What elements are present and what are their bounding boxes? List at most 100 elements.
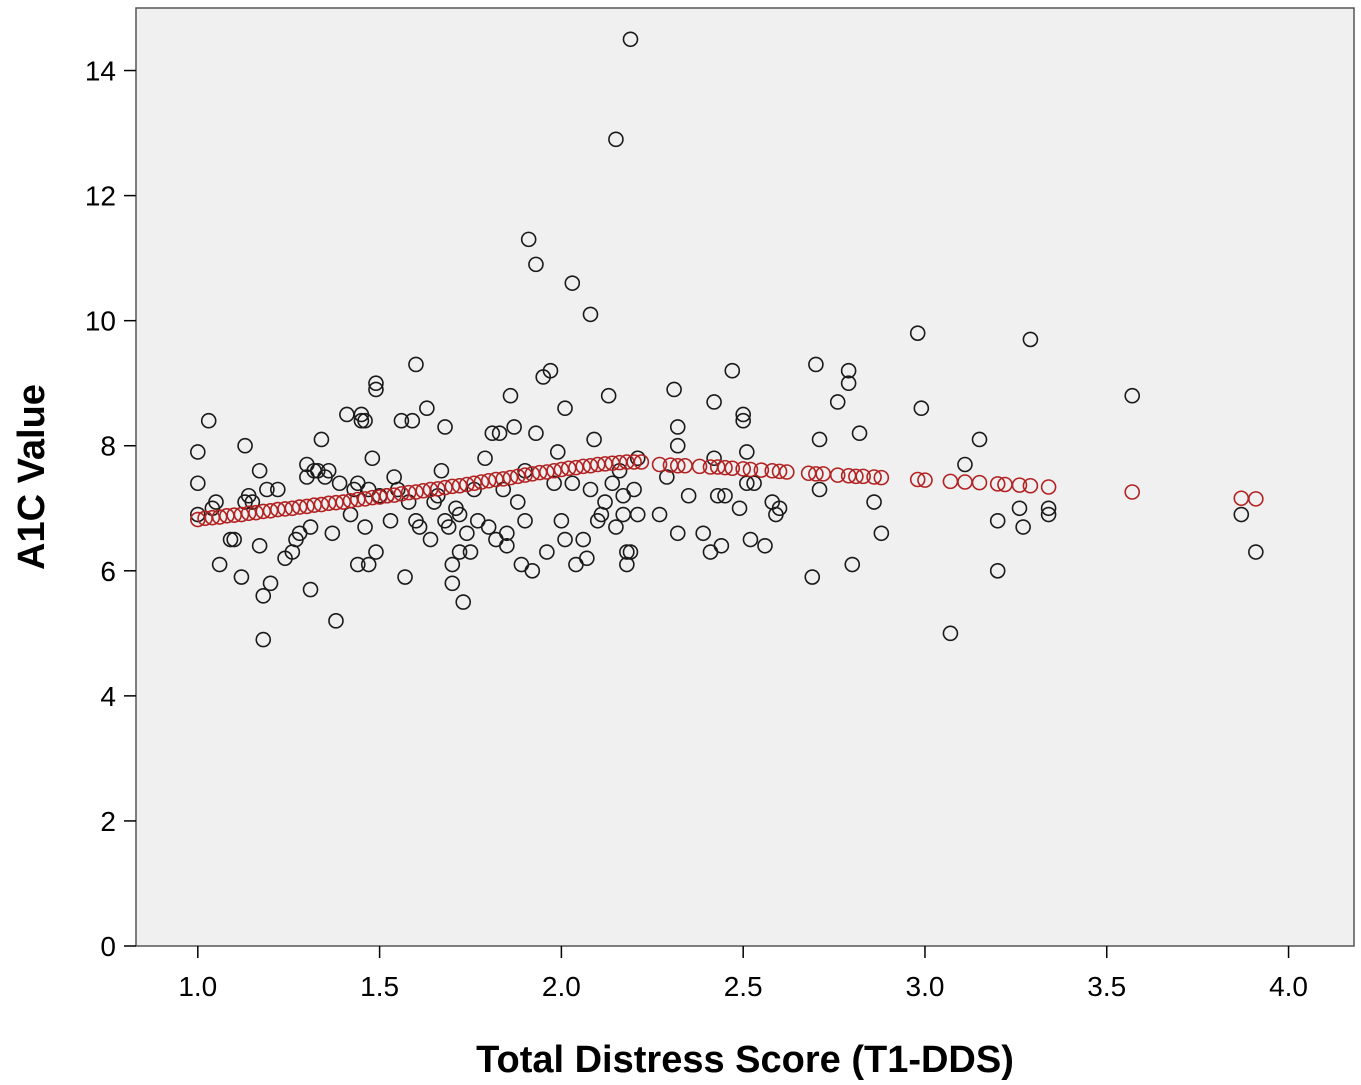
observed-point bbox=[302, 519, 319, 535]
observed-point bbox=[957, 456, 973, 473]
observed-point bbox=[357, 412, 373, 429]
fitted-point bbox=[517, 467, 533, 483]
observed-point bbox=[222, 531, 239, 548]
observed-point bbox=[989, 562, 1006, 579]
observed-point bbox=[604, 475, 621, 492]
observed-point bbox=[313, 431, 330, 448]
x-tick-label: 1.0 bbox=[178, 971, 217, 1002]
observed-point bbox=[739, 444, 755, 460]
fitted-point bbox=[429, 481, 446, 497]
y-tick-label: 8 bbox=[100, 431, 116, 462]
fitted-point bbox=[473, 474, 490, 490]
y-tick-label: 14 bbox=[85, 56, 116, 87]
observed-point bbox=[1011, 500, 1028, 517]
observed-point bbox=[506, 419, 522, 435]
fitted-point bbox=[1011, 477, 1028, 493]
fitted-point bbox=[509, 468, 526, 485]
observed-point bbox=[495, 481, 512, 498]
fitted-point bbox=[546, 462, 562, 479]
observed-point bbox=[408, 356, 424, 373]
observed-point bbox=[582, 306, 599, 323]
observed-point bbox=[731, 500, 748, 517]
observed-point bbox=[360, 556, 377, 573]
observed-point bbox=[542, 362, 559, 379]
observed-point bbox=[873, 525, 890, 542]
observed-point bbox=[866, 494, 882, 510]
fitted-point bbox=[502, 469, 519, 486]
fitted-point bbox=[829, 467, 846, 483]
observed-point bbox=[190, 506, 206, 523]
observed-point bbox=[502, 387, 519, 404]
observed-point bbox=[484, 425, 501, 442]
x-tick-label: 1.5 bbox=[360, 971, 399, 1002]
observed-point bbox=[397, 569, 413, 585]
observed-point bbox=[244, 494, 261, 510]
observed-point bbox=[302, 581, 319, 598]
observed-point bbox=[622, 31, 639, 48]
observed-point bbox=[742, 531, 759, 548]
fitted-point bbox=[633, 454, 650, 470]
observed-point bbox=[499, 525, 515, 542]
observed-point bbox=[208, 494, 224, 510]
observed-point bbox=[564, 475, 581, 492]
observed-point bbox=[735, 406, 751, 423]
observed-point bbox=[269, 481, 286, 498]
observed-point bbox=[771, 500, 788, 517]
observed-point bbox=[557, 400, 573, 417]
observed-point bbox=[226, 531, 242, 548]
observed-point bbox=[211, 556, 228, 573]
observed-point bbox=[549, 444, 566, 460]
observed-point bbox=[564, 275, 581, 291]
observed-point bbox=[509, 494, 526, 510]
fitted-point bbox=[1022, 477, 1039, 494]
y-tick-label: 2 bbox=[100, 806, 116, 837]
observed-point bbox=[200, 412, 217, 429]
observed-point bbox=[262, 575, 279, 592]
observed-point bbox=[320, 462, 337, 479]
fitted-point bbox=[386, 487, 402, 503]
observed-point bbox=[462, 544, 479, 560]
fitted-point bbox=[1124, 484, 1141, 500]
y-tick-label: 6 bbox=[100, 556, 116, 587]
fitted-point bbox=[1248, 491, 1264, 507]
observed-point bbox=[382, 512, 399, 529]
observed-point bbox=[651, 506, 668, 523]
observed-point bbox=[829, 394, 846, 410]
fitted-point bbox=[495, 471, 512, 487]
observed-point bbox=[368, 375, 384, 392]
observed-point bbox=[349, 556, 366, 573]
observed-point bbox=[717, 487, 733, 504]
observed-point bbox=[989, 512, 1006, 529]
observed-point bbox=[328, 613, 344, 629]
observed-point bbox=[804, 569, 821, 585]
observed-point bbox=[190, 444, 206, 460]
fitted-point bbox=[651, 456, 668, 473]
observed-point bbox=[971, 431, 988, 448]
observed-point bbox=[440, 519, 457, 535]
fitted-point bbox=[917, 472, 933, 488]
observed-point bbox=[622, 544, 639, 560]
observed-point bbox=[444, 556, 461, 573]
observed-point bbox=[811, 481, 828, 498]
observed-point bbox=[586, 431, 602, 448]
observed-point bbox=[251, 537, 268, 554]
observed-point bbox=[255, 588, 272, 604]
observed-point bbox=[695, 525, 711, 542]
observed-point bbox=[669, 437, 686, 454]
fitted-point bbox=[873, 469, 890, 486]
observed-point bbox=[909, 325, 926, 341]
observed-point bbox=[353, 412, 370, 429]
observed-point bbox=[433, 462, 450, 479]
observed-point bbox=[840, 375, 857, 392]
observed-point bbox=[669, 525, 686, 542]
observed-point bbox=[546, 475, 562, 492]
y-axis-title: A1C Value bbox=[11, 384, 53, 570]
fitted-point bbox=[466, 475, 482, 492]
observed-point bbox=[680, 487, 697, 504]
observed-point bbox=[840, 362, 857, 379]
observed-point bbox=[808, 356, 824, 373]
observed-point bbox=[477, 450, 493, 467]
fitted-point bbox=[771, 463, 788, 480]
observed-point bbox=[437, 419, 453, 435]
